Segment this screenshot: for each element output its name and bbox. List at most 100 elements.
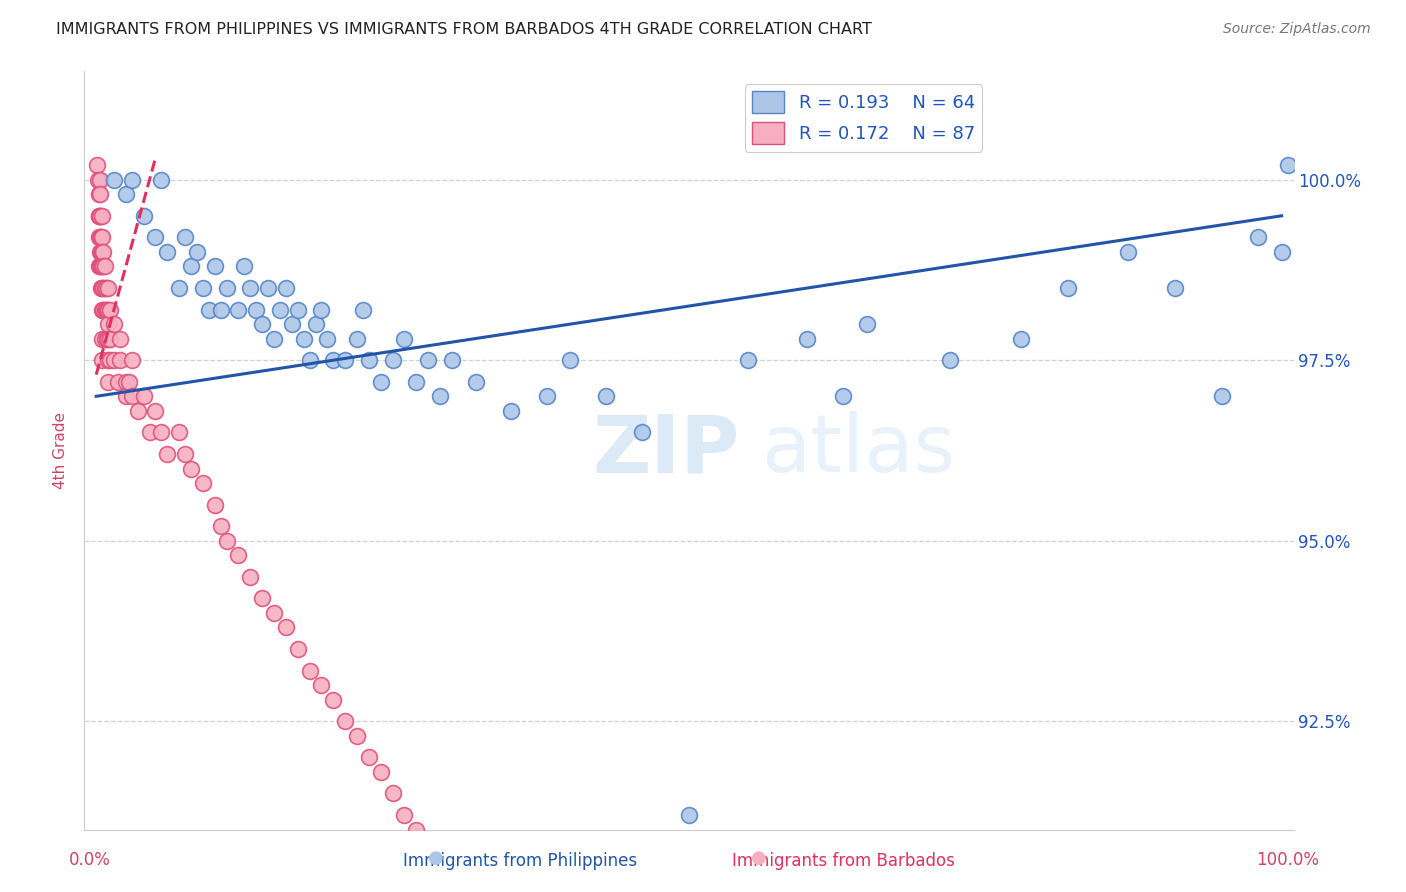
Point — [832, 389, 855, 403]
Point — [186, 244, 208, 259]
Point — [94, 281, 117, 295]
Point — [796, 332, 818, 346]
Point — [89, 230, 111, 244]
Point — [87, 172, 110, 186]
Point — [150, 172, 173, 186]
Point — [316, 332, 339, 346]
Point — [239, 570, 262, 584]
Point — [97, 353, 120, 368]
Point — [274, 281, 297, 295]
Point — [180, 461, 202, 475]
Y-axis label: 4th Grade: 4th Grade — [53, 412, 69, 489]
Point — [91, 209, 114, 223]
Point — [381, 787, 404, 801]
Point — [245, 302, 267, 317]
Point — [440, 353, 463, 368]
Point — [228, 302, 250, 317]
Point — [89, 172, 111, 186]
Point — [86, 158, 108, 172]
Point — [191, 281, 214, 295]
Text: Immigrants from Barbados: Immigrants from Barbados — [733, 852, 955, 870]
Point — [100, 353, 122, 368]
Point — [108, 332, 131, 346]
Point — [287, 642, 309, 657]
Point — [90, 244, 112, 259]
Point — [292, 332, 315, 346]
Point — [370, 375, 392, 389]
Point — [93, 302, 115, 317]
Point — [93, 260, 115, 274]
Point — [121, 172, 143, 186]
Point — [215, 533, 238, 548]
Point — [87, 187, 110, 202]
Point — [215, 281, 238, 295]
Point — [1164, 281, 1187, 295]
Point — [91, 260, 114, 274]
Point — [156, 244, 179, 259]
Point — [352, 302, 374, 317]
Point — [121, 353, 143, 368]
Point — [381, 353, 404, 368]
Point — [678, 808, 700, 822]
Point — [100, 332, 122, 346]
Point — [91, 302, 114, 317]
Point — [100, 302, 122, 317]
Point — [89, 230, 111, 244]
Point — [96, 332, 118, 346]
Point — [180, 260, 202, 274]
Point — [536, 389, 558, 403]
Point — [89, 209, 111, 223]
Point — [855, 317, 877, 331]
Point — [132, 209, 155, 223]
Point — [304, 317, 326, 331]
Point — [1116, 244, 1139, 259]
Point — [429, 389, 451, 403]
Point — [115, 187, 138, 202]
Point — [89, 260, 111, 274]
Point — [298, 664, 321, 678]
Point — [97, 281, 120, 295]
Point — [97, 375, 120, 389]
Point — [239, 281, 262, 295]
Point — [263, 606, 285, 620]
Point — [464, 375, 486, 389]
Point — [209, 302, 232, 317]
Point — [938, 353, 960, 368]
Point — [357, 353, 380, 368]
Point — [209, 519, 232, 533]
Point — [91, 332, 114, 346]
Point — [287, 302, 309, 317]
Point — [115, 375, 138, 389]
Point — [97, 302, 120, 317]
Point — [560, 353, 582, 368]
Point — [346, 729, 368, 743]
Point — [91, 353, 114, 368]
Point — [204, 498, 226, 512]
Point — [269, 302, 291, 317]
Text: ZIP: ZIP — [592, 411, 740, 490]
Point — [311, 678, 333, 692]
Point — [91, 281, 114, 295]
Point — [630, 425, 652, 440]
Text: ●: ● — [427, 849, 444, 867]
Point — [204, 260, 226, 274]
Point — [103, 317, 125, 331]
Point — [150, 425, 173, 440]
Point — [737, 353, 759, 368]
Point — [90, 230, 112, 244]
Point — [118, 375, 141, 389]
Point — [132, 389, 155, 403]
Point — [595, 389, 617, 403]
Point — [127, 403, 149, 417]
Point — [167, 281, 190, 295]
Point — [97, 332, 120, 346]
Text: ●: ● — [751, 849, 768, 867]
Point — [418, 353, 440, 368]
Point — [394, 808, 416, 822]
Point — [257, 281, 280, 295]
Point — [233, 260, 256, 274]
Point — [156, 447, 179, 461]
Point — [91, 302, 114, 317]
Text: 0.0%: 0.0% — [69, 851, 111, 869]
Point — [1211, 389, 1233, 403]
